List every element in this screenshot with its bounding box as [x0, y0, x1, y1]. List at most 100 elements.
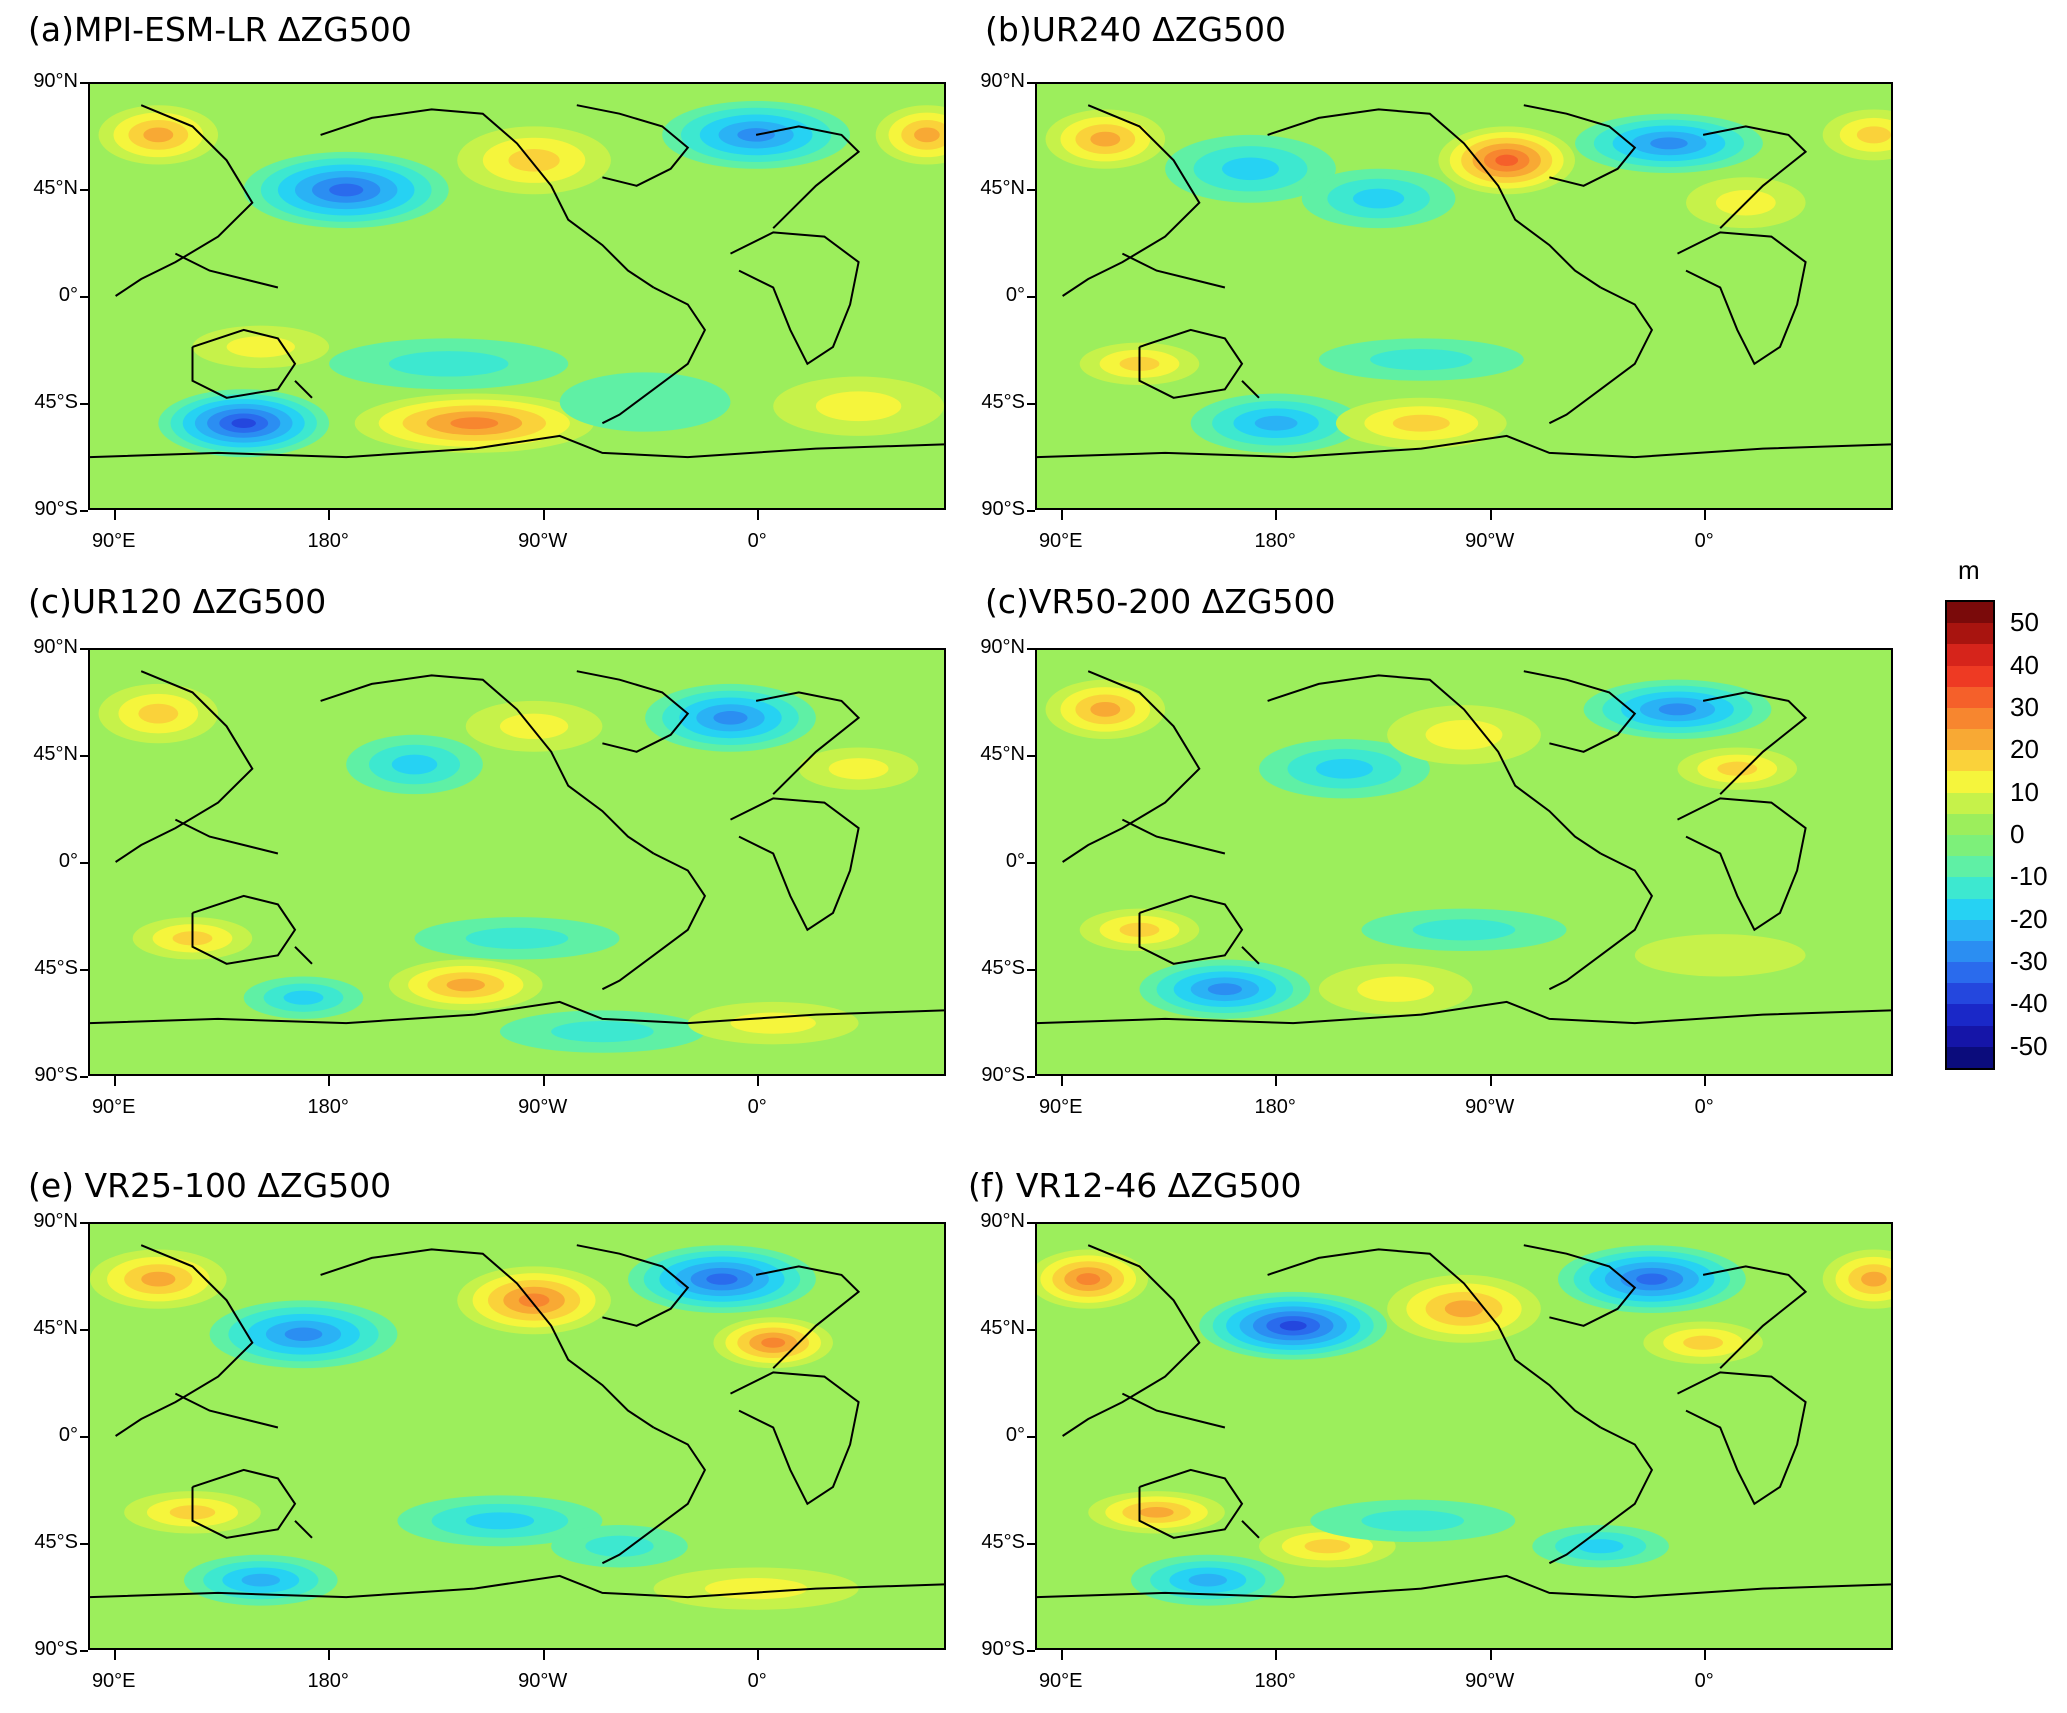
longitude-tick [113, 1076, 116, 1086]
colorbar-label: -10 [2010, 861, 2048, 892]
coastline [1062, 104, 1201, 297]
colorbar-segment [1947, 919, 1993, 942]
colorbar-label: 30 [2010, 691, 2039, 722]
longitude-label: 0° [1694, 530, 1714, 552]
coastline [576, 1244, 690, 1327]
colorbar-segment [1947, 856, 1993, 878]
coastline [1523, 104, 1637, 187]
latitude-label: 90°S [34, 1638, 78, 1660]
coastline [1523, 1244, 1637, 1327]
contour-field [90, 1224, 944, 1648]
contour-field [90, 84, 944, 508]
coastline [294, 946, 313, 965]
latitude-tick [1027, 82, 1035, 84]
colorbar-unit: m [1958, 555, 1980, 585]
contour-band [1495, 154, 1519, 166]
latitude-label: 45°N [980, 1317, 1025, 1339]
longitude-tick [1489, 1650, 1492, 1660]
contour-band [551, 1021, 654, 1043]
longitude-label: 0° [747, 530, 767, 552]
latitude-label: 90°N [980, 636, 1025, 658]
contour-band [713, 711, 748, 725]
contour-band [1577, 1539, 1624, 1554]
coastline [174, 818, 279, 855]
map-panel [88, 82, 946, 510]
contour-band [508, 149, 560, 172]
coastline [294, 1520, 313, 1539]
longitude-label: 90°E [91, 1670, 136, 1692]
coastline [1548, 852, 1654, 991]
latitude-tick [80, 648, 88, 650]
longitude-label: 90°W [1465, 530, 1515, 552]
latitude-tick [1027, 755, 1035, 757]
contour-band [1361, 1510, 1464, 1532]
longitude-tick [1060, 1076, 1063, 1086]
coastline [320, 1248, 655, 1429]
longitude-tick [328, 1076, 331, 1086]
contour-band [761, 1337, 786, 1348]
longitude-tick [1060, 510, 1063, 520]
coastline [1677, 231, 1807, 366]
latitude-label: 90°S [981, 498, 1025, 520]
contour-band [283, 990, 324, 1005]
longitude-tick [1275, 510, 1278, 520]
contour-band [1636, 1273, 1668, 1285]
colorbar-label: -40 [2010, 988, 2048, 1019]
latitude-label: 45°S [981, 391, 1025, 413]
coastline [1037, 1574, 1891, 1599]
latitude-tick [80, 1329, 88, 1331]
longitude-label: 90°E [91, 1096, 136, 1118]
colorbar [1945, 600, 1995, 1070]
colorbar-segment [1947, 877, 1993, 900]
coastline [1121, 1392, 1226, 1429]
colorbar-label: -50 [2010, 1030, 2048, 1061]
coastline [1241, 946, 1260, 965]
longitude-tick [1489, 1076, 1492, 1086]
contour-band [1090, 701, 1121, 717]
longitude-label: 90°W [1465, 1670, 1515, 1692]
longitude-label: 0° [1694, 1670, 1714, 1692]
longitude-tick [757, 510, 760, 520]
longitude-tick [1060, 1650, 1063, 1660]
longitude-label: 90°W [1465, 1096, 1515, 1118]
map-panel [1035, 82, 1893, 510]
latitude-label: 90°S [981, 1638, 1025, 1660]
contour-band [1392, 414, 1450, 432]
coastline [1138, 894, 1244, 965]
longitude-label: 0° [747, 1096, 767, 1118]
contour-band [559, 372, 731, 432]
colorbar-segment [1947, 962, 1993, 984]
coastline [730, 797, 860, 932]
contour-band [518, 1293, 550, 1308]
contour-band [241, 1573, 281, 1587]
latitude-tick [1027, 1650, 1035, 1652]
contour-band [1856, 126, 1891, 144]
contour-field [1037, 84, 1891, 508]
latitude-tick [80, 1543, 88, 1545]
colorbar-segment [1947, 750, 1993, 772]
map-panel [1035, 1222, 1893, 1650]
longitude-tick [328, 1650, 331, 1660]
coastline [1241, 380, 1260, 399]
coastline [320, 674, 655, 855]
coastline [730, 1371, 860, 1506]
longitude-label: 180° [307, 1670, 349, 1692]
contour-band [1090, 131, 1121, 147]
longitude-label: 0° [747, 1670, 767, 1692]
coastline [320, 108, 655, 289]
coastline [576, 670, 690, 753]
panel-title: (e) VR25-100 ΔZG500 [28, 1166, 392, 1205]
coastline [1267, 674, 1602, 855]
latitude-tick [1027, 189, 1035, 191]
latitude-tick [1027, 648, 1035, 650]
latitude-label: 90°S [34, 498, 78, 520]
latitude-label: 45°S [34, 957, 78, 979]
latitude-label: 45°S [981, 957, 1025, 979]
longitude-tick [113, 1650, 116, 1660]
latitude-label: 90°N [33, 1210, 78, 1232]
coastline [90, 434, 944, 459]
contour-band [391, 754, 438, 775]
colorbar-segment [1947, 983, 1993, 1005]
latitude-label: 0° [1005, 1424, 1025, 1446]
colorbar-segment [1947, 792, 1993, 815]
